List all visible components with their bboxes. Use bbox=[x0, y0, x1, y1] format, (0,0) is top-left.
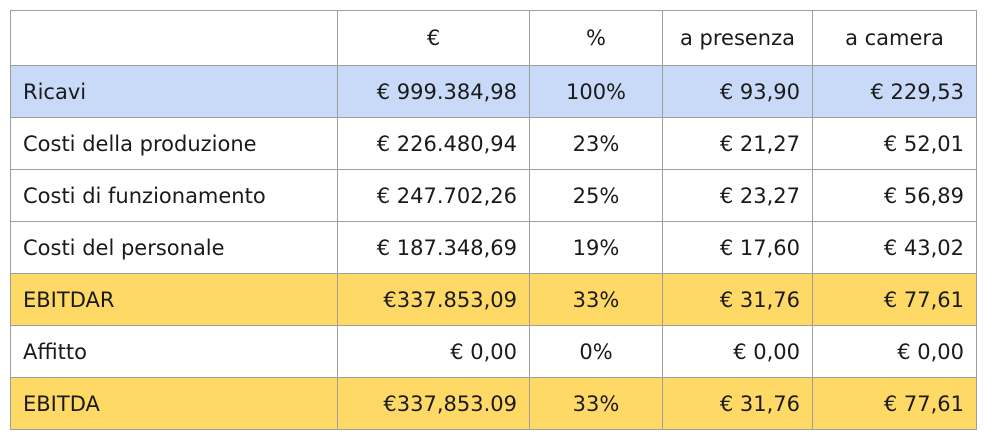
table-row-ebitdar: EBITDAR €337.853,09 33% € 31,76 € 77,61 bbox=[10, 273, 977, 326]
row-label: EBITDA bbox=[10, 377, 338, 430]
header-percent: % bbox=[529, 10, 663, 66]
row-per-presence: € 23,27 bbox=[662, 169, 813, 222]
row-label: Costi della produzione bbox=[10, 117, 338, 170]
row-percent: 33% bbox=[529, 377, 663, 430]
row-per-room: € 229,53 bbox=[812, 65, 977, 118]
row-percent: 0% bbox=[529, 325, 663, 378]
row-per-room: € 77,61 bbox=[812, 377, 977, 430]
row-euro: € 187.348,69 bbox=[337, 221, 530, 274]
row-per-presence: € 93,90 bbox=[662, 65, 813, 118]
row-percent: 33% bbox=[529, 273, 663, 326]
header-euro: € bbox=[337, 10, 530, 66]
table-row-costi-produzione: Costi della produzione € 226.480,94 23% … bbox=[10, 117, 977, 170]
header-per-room: a camera bbox=[812, 10, 977, 66]
row-per-room: € 43,02 bbox=[812, 221, 977, 274]
table-row-ricavi: Ricavi € 999.384,98 100% € 93,90 € 229,5… bbox=[10, 65, 977, 118]
row-per-presence: € 17,60 bbox=[662, 221, 813, 274]
row-percent: 23% bbox=[529, 117, 663, 170]
row-percent: 100% bbox=[529, 65, 663, 118]
header-corner bbox=[10, 10, 338, 66]
row-per-presence: € 21,27 bbox=[662, 117, 813, 170]
row-per-presence: € 31,76 bbox=[662, 377, 813, 430]
row-euro: € 0,00 bbox=[337, 325, 530, 378]
row-label: Affitto bbox=[10, 325, 338, 378]
row-label: Ricavi bbox=[10, 65, 338, 118]
row-euro: € 226.480,94 bbox=[337, 117, 530, 170]
row-per-presence: € 0,00 bbox=[662, 325, 813, 378]
row-euro: € 999.384,98 bbox=[337, 65, 530, 118]
row-per-room: € 56,89 bbox=[812, 169, 977, 222]
table-row-ebitda: EBITDA €337,853.09 33% € 31,76 € 77,61 bbox=[10, 377, 977, 430]
row-label: Costi di funzionamento bbox=[10, 169, 338, 222]
table-row-costi-personale: Costi del personale € 187.348,69 19% € 1… bbox=[10, 221, 977, 274]
row-euro: €337,853.09 bbox=[337, 377, 530, 430]
header-per-presence: a presenza bbox=[662, 10, 813, 66]
table-row-affitto: Affitto € 0,00 0% € 0,00 € 0,00 bbox=[10, 325, 977, 378]
row-per-presence: € 31,76 bbox=[662, 273, 813, 326]
financial-table: € % a presenza a camera Ricavi € 999.384… bbox=[10, 10, 977, 430]
row-per-room: € 52,01 bbox=[812, 117, 977, 170]
row-label: EBITDAR bbox=[10, 273, 338, 326]
row-euro: € 247.702,26 bbox=[337, 169, 530, 222]
header-row: € % a presenza a camera bbox=[10, 10, 977, 66]
row-percent: 25% bbox=[529, 169, 663, 222]
row-per-room: € 77,61 bbox=[812, 273, 977, 326]
row-label: Costi del personale bbox=[10, 221, 338, 274]
row-euro: €337.853,09 bbox=[337, 273, 530, 326]
row-percent: 19% bbox=[529, 221, 663, 274]
table-row-costi-funzionamento: Costi di funzionamento € 247.702,26 25% … bbox=[10, 169, 977, 222]
row-per-room: € 0,00 bbox=[812, 325, 977, 378]
